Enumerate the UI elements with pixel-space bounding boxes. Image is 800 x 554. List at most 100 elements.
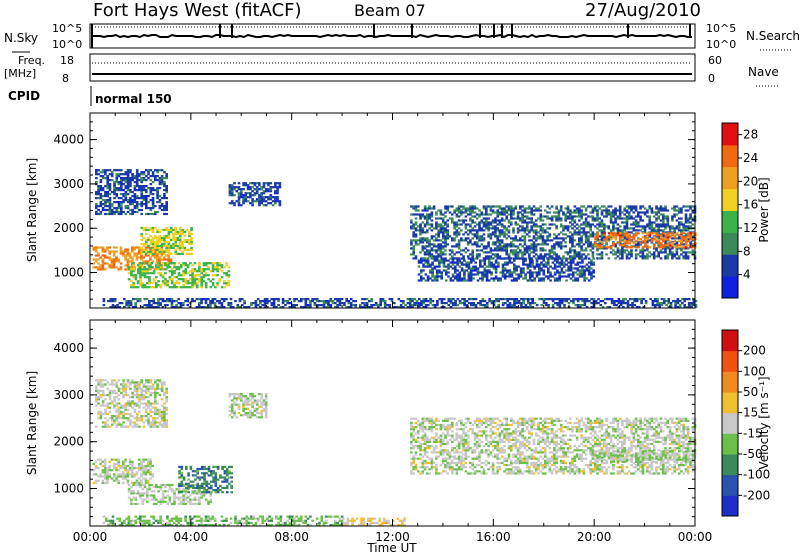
echo-cell <box>553 257 557 260</box>
echo-cell <box>473 205 477 208</box>
echo-cell <box>99 212 103 216</box>
echo-cell <box>485 247 488 250</box>
echo-cell <box>469 213 472 216</box>
echo-cell <box>108 183 112 186</box>
echo-cell <box>619 304 623 307</box>
nsky-tick-high: 10^5 <box>52 22 82 35</box>
echo-cell <box>623 229 626 232</box>
echo-cell <box>496 257 499 260</box>
echo-cell <box>112 464 116 468</box>
echo-cell <box>598 240 602 243</box>
echo-cell <box>117 201 121 204</box>
echo-cell <box>662 207 665 210</box>
echo-cell <box>110 171 114 174</box>
echo-cell <box>618 213 622 216</box>
echo-cell <box>175 280 179 283</box>
echo-cell <box>550 217 554 220</box>
echo-cell <box>422 259 425 262</box>
echo-cell <box>149 187 153 190</box>
echo-cell <box>154 210 157 214</box>
echo-cell <box>462 207 465 210</box>
echo-cell <box>513 298 516 301</box>
echo-cell <box>170 302 174 305</box>
echo-cell <box>492 279 496 282</box>
echo-cell <box>124 258 127 261</box>
echo-cell <box>569 221 572 224</box>
echo-cell <box>176 236 180 240</box>
echo-cell <box>664 215 667 218</box>
echo-cell <box>113 201 116 204</box>
echo-cell <box>630 253 633 256</box>
echo-cell <box>492 265 496 268</box>
echo-cell <box>597 298 600 301</box>
echo-cell <box>497 279 500 282</box>
echo-cell <box>101 189 105 192</box>
nsky-trace <box>92 33 692 39</box>
echo-cell <box>190 248 193 251</box>
colorbar-swatch <box>722 144 738 168</box>
echo-cell <box>128 256 132 259</box>
echo-cell <box>496 241 499 244</box>
echo-cell <box>423 245 427 248</box>
echo-cell <box>149 207 153 210</box>
echo-cell <box>662 209 665 212</box>
echo-cell <box>168 298 171 301</box>
echo-cell <box>426 261 430 264</box>
echo-cell <box>646 238 649 241</box>
echo-cell <box>413 302 416 305</box>
echo-cell <box>675 213 679 216</box>
echo-cell <box>641 249 645 252</box>
echo-cell <box>423 257 427 260</box>
echo-cell <box>258 194 261 197</box>
echo-cell <box>503 225 506 228</box>
echo-cell <box>143 272 147 275</box>
echo-cell <box>605 209 608 212</box>
echo-cell <box>627 251 631 254</box>
echo-cell <box>269 202 273 205</box>
echo-cell <box>473 235 477 238</box>
echo-cell <box>487 225 490 228</box>
y-tick-label: 4000 <box>53 133 84 147</box>
echo-cell <box>236 306 240 309</box>
echo-cell <box>566 217 570 220</box>
echo-cell <box>511 304 514 307</box>
echo-cell <box>566 227 570 230</box>
echo-cell <box>155 262 158 265</box>
echo-cell <box>491 257 495 260</box>
echo-cell <box>168 270 172 273</box>
echo-cell <box>141 502 144 505</box>
echo-cell <box>465 263 468 266</box>
echo-cell <box>165 173 168 176</box>
echo-cell <box>169 226 173 230</box>
colorbar-swatch <box>722 123 738 146</box>
echo-cell <box>438 263 441 266</box>
echo-cell <box>108 266 111 269</box>
echo-cell <box>541 235 545 238</box>
echo-cell <box>163 193 166 196</box>
echo-cell <box>254 300 258 303</box>
echo-cell <box>124 460 127 463</box>
echo-cell <box>628 234 631 237</box>
echo-cell <box>104 169 107 172</box>
echo-cell <box>126 205 130 208</box>
echo-cell <box>619 234 622 237</box>
echo-cell <box>426 215 429 218</box>
echo-cell <box>148 276 151 279</box>
echo-cell <box>327 306 330 309</box>
echo-cell <box>580 239 583 242</box>
echo-cell <box>462 221 465 224</box>
echo-cell <box>473 243 477 246</box>
echo-cell <box>130 498 133 501</box>
echo-cell <box>423 205 427 208</box>
echo-cell <box>682 232 686 235</box>
echo-cell <box>150 300 153 303</box>
echo-cell <box>138 298 142 301</box>
echo-cell <box>473 241 477 244</box>
echo-cell <box>590 271 593 274</box>
echo-cell <box>558 275 561 278</box>
echo-cell <box>131 173 134 176</box>
echo-cell <box>410 225 413 228</box>
echo-cell <box>644 302 648 305</box>
echo-cell <box>165 226 168 230</box>
echo-cell <box>119 246 123 249</box>
